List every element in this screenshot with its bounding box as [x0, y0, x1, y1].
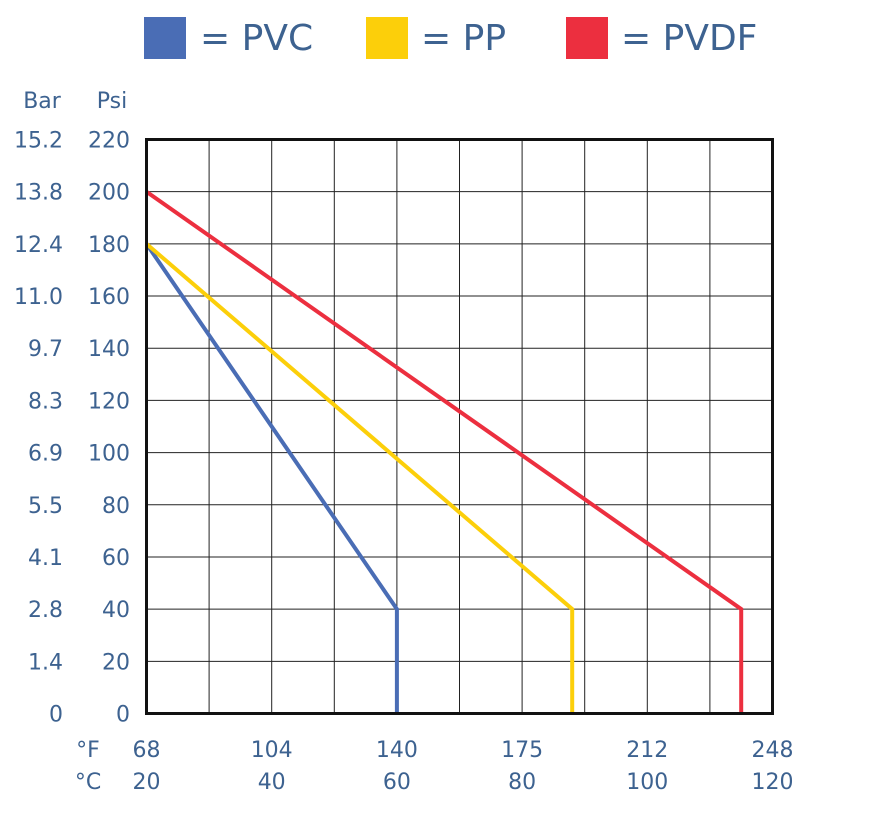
y-axis-unit-psi: Psi	[97, 89, 127, 114]
series-line-pvc	[144, 242, 399, 714]
y-tick-label-psi: 60	[102, 546, 130, 571]
x-tick-label-f: 104	[251, 738, 293, 763]
x-tick-label-c: 120	[752, 770, 794, 795]
x-tick-label-f: 140	[376, 738, 418, 763]
y-tick-label-bar: 9.7	[28, 337, 63, 362]
y-tick-label-psi: 80	[102, 494, 130, 519]
x-axis-unit-f: °F	[76, 738, 100, 763]
y-axis-unit-bar: Bar	[23, 89, 62, 114]
x-tick-label-f: 175	[501, 738, 543, 763]
y-tick-label-bar: 5.5	[28, 494, 63, 519]
y-tick-label-psi: 20	[102, 650, 130, 675]
y-tick-label-bar: 0	[49, 703, 63, 728]
legend-label-pvdf: = PVDF	[621, 18, 757, 59]
x-tick-label-c: 60	[383, 770, 411, 795]
y-tick-label-psi: 100	[88, 442, 130, 467]
x-axis-labels: 68 20 104 40 140 60 175 80 212 100 248 120	[133, 738, 794, 795]
grid	[146, 139, 773, 714]
y-tick-label-psi: 180	[88, 233, 130, 258]
legend-label-pp: = PP	[421, 18, 506, 59]
series-line-pvdf	[145, 190, 744, 714]
y-tick-label-psi: 0	[116, 703, 130, 728]
series-lines	[144, 190, 744, 714]
x-tick-label-f: 68	[133, 738, 161, 763]
legend: = PVC = PP = PVDF	[144, 17, 757, 59]
y-tick-label-bar: 8.3	[28, 389, 63, 414]
plot-frame	[145, 138, 774, 715]
y-tick-label-bar: 2.8	[28, 598, 63, 623]
y-tick-label-bar: 6.9	[28, 442, 63, 467]
y-tick-label-bar: 13.8	[14, 181, 63, 206]
series-line-pp	[145, 242, 575, 714]
y-tick-label-psi: 140	[88, 337, 130, 362]
y-tick-label-bar: 12.4	[14, 233, 63, 258]
y-tick-label-bar: 11.0	[14, 285, 63, 310]
x-tick-label-f: 212	[626, 738, 668, 763]
y-tick-label-bar: 4.1	[28, 546, 63, 571]
y-axis-labels: 0 0 20 1.4 40 2.8 60 4.1 80 5.5 100 6.9 120 8.3 140 9.7…	[14, 129, 130, 728]
y-tick-label-psi: 200	[88, 181, 130, 206]
y-tick-label-bar: 15.2	[14, 129, 63, 154]
legend-swatch-pp	[366, 17, 408, 59]
y-tick-label-psi: 220	[88, 129, 130, 154]
x-tick-label-f: 248	[752, 738, 794, 763]
y-tick-label-bar: 1.4	[28, 650, 63, 675]
y-tick-label-psi: 160	[88, 285, 130, 310]
legend-swatch-pvc	[144, 17, 186, 59]
y-tick-label-psi: 40	[102, 598, 130, 623]
x-axis-unit-c: °C	[75, 770, 101, 795]
x-tick-label-c: 40	[258, 770, 286, 795]
y-tick-label-psi: 120	[88, 389, 130, 414]
legend-label-pvc: = PVC	[200, 18, 313, 59]
x-tick-label-c: 80	[508, 770, 536, 795]
legend-swatch-pvdf	[566, 17, 608, 59]
x-tick-label-c: 20	[133, 770, 161, 795]
x-tick-label-c: 100	[626, 770, 668, 795]
